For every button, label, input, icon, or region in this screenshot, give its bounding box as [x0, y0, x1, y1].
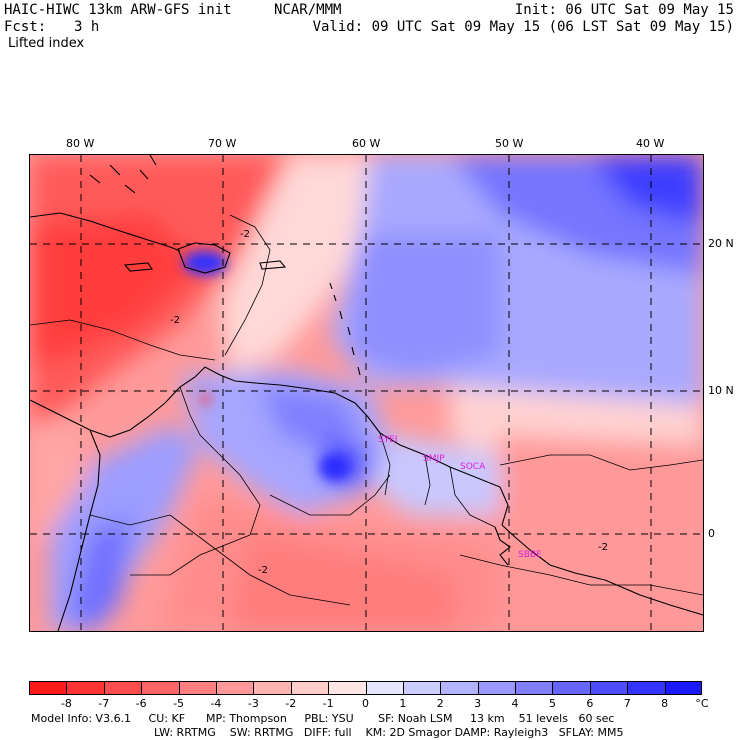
colorbar-label: 1: [399, 697, 407, 710]
colorbar-swatch: [178, 681, 217, 695]
colorbar-tick: [253, 681, 255, 695]
forecast-label: Fcst:: [4, 19, 47, 35]
colorbar-tick: [477, 681, 479, 695]
lat-label-0: 0: [708, 527, 715, 540]
colorbar-label: -8: [60, 697, 72, 710]
colorbar-label: -1: [322, 697, 334, 710]
colorbar-tick: [66, 681, 68, 695]
colorbar-swatch: [477, 681, 516, 695]
init-time: Init: 06 UTC Sat 09 May 15: [514, 2, 734, 18]
colorbar-swatch: [253, 681, 292, 695]
colorbar-swatch: [402, 681, 441, 695]
colorbar-swatch: [103, 681, 142, 695]
field-name: Lifted index: [8, 36, 85, 51]
station-label-sbbe: SBBE: [518, 550, 542, 560]
colorbar-swatch: [215, 681, 254, 695]
lifted-index-map: -2 -2 -2 -2 SYEI SMJP SOCA SBBE: [29, 154, 704, 632]
model-info-line1: Model Info: V3.6.1 CU: KF MP: Thompson P…: [31, 712, 615, 725]
forecast-hour: 3 h: [74, 19, 100, 35]
model-info-line2: LW: RRTMG SW: RRTMG DIFF: full KM: 2D Sm…: [154, 726, 624, 739]
colorbar-swatch: [515, 681, 553, 695]
colorbar-label: -2: [285, 697, 297, 710]
map-canvas: -2 -2 -2 -2 SYEI SMJP SOCA SBBE: [30, 155, 703, 631]
colorbar-tick: [664, 681, 666, 695]
colorbar-swatch: [66, 681, 105, 695]
colorbar-label: 7: [623, 697, 631, 710]
colorbar-swatch: [589, 681, 628, 695]
colorbar-swatch: [290, 681, 329, 695]
colorbar-label: -7: [98, 697, 110, 710]
colorbar-label: 2: [436, 697, 444, 710]
lon-label-40w: 40 W: [636, 137, 665, 150]
contour-label: -2: [598, 542, 608, 553]
colorbar-swatch: [29, 681, 67, 695]
colorbar-tick: [402, 681, 404, 695]
colorbar: [29, 681, 703, 695]
colorbar-swatch: [328, 681, 366, 695]
colorbar-label: -3: [247, 697, 259, 710]
colorbar-tick: [627, 681, 629, 695]
colorbar-label: 4: [511, 697, 519, 710]
station-labels: SYEI SMJP SOCA SBBE: [378, 435, 542, 560]
hispaniola-blue-spot: [183, 251, 351, 481]
colorbar-label: 8: [661, 697, 669, 710]
colorbar-swatch: [141, 681, 180, 695]
station-label-soca: SOCA: [460, 462, 486, 472]
colorbar-label: 0: [362, 697, 369, 710]
colorbar-tick: [178, 681, 180, 695]
valid-time: Valid: 09 UTC Sat 09 May 15 (06 LST Sat …: [312, 19, 734, 35]
lon-label-60w: 60 W: [352, 137, 381, 150]
station-label-syei: SYEI: [378, 435, 398, 445]
colorbar-label: 5: [548, 697, 556, 710]
contour-label: -2: [240, 229, 250, 240]
colorbar-label: 6: [586, 697, 594, 710]
colorbar-swatch: [440, 681, 479, 695]
lat-lon-grid: [30, 155, 703, 631]
colorbar-label: 3: [474, 697, 482, 710]
colorbar-swatch: [627, 681, 666, 695]
colorbar-tick: [215, 681, 217, 695]
country-borders: [89, 386, 496, 576]
colorbar-label: -5: [173, 697, 185, 710]
colorbar-tick: [141, 681, 143, 695]
colorbar-swatch: [664, 681, 703, 695]
shaded-field: [30, 155, 703, 631]
contour-label: -2: [170, 315, 180, 326]
colorbar-tick: [552, 681, 554, 695]
colorbar-tick: [589, 681, 591, 695]
lon-label-80w: 80 W: [66, 137, 95, 150]
station-label-smjp: SMJP: [423, 454, 445, 464]
colorbar-tick: [328, 681, 330, 695]
colorbar-tick: [103, 681, 105, 695]
contour-label: -2: [258, 565, 268, 576]
lat-label-20n: 20 N: [708, 237, 734, 250]
colorbar-tick: [440, 681, 442, 695]
colorbar-tick: [515, 681, 517, 695]
lon-label-50w: 50 W: [495, 137, 524, 150]
colorbar-tick: [365, 681, 367, 695]
organization-label: NCAR/MMM: [274, 2, 342, 18]
coastlines: [30, 155, 703, 631]
colorbar-tick: [290, 681, 292, 695]
colorbar-unit: °C: [695, 697, 709, 710]
lat-label-10n: 10 N: [708, 384, 734, 397]
colorbar-label: -4: [210, 697, 222, 710]
colorbar-swatch: [552, 681, 591, 695]
model-title: HAIC-HIWC 13km ARW-GFS init: [4, 2, 232, 18]
li-contours: [30, 214, 703, 606]
lon-label-70w: 70 W: [208, 137, 237, 150]
colorbar-swatch: [365, 681, 404, 695]
colorbar-label: -6: [135, 697, 147, 710]
